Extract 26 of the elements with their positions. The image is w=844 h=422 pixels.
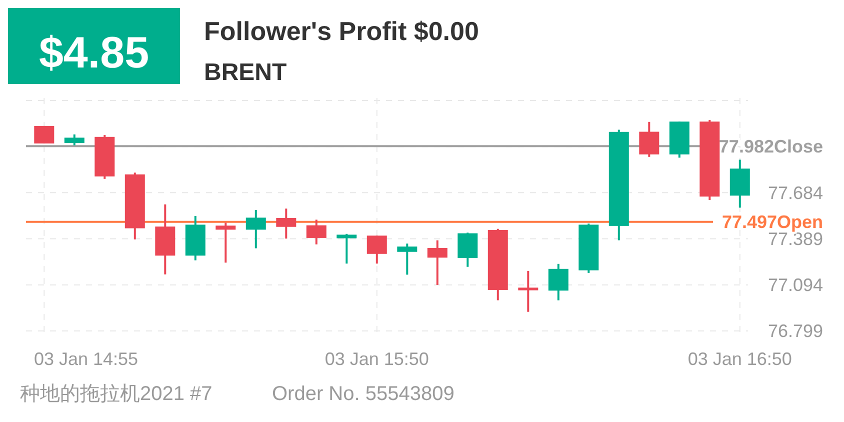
chart-title: Follower's Profit $0.00 (204, 16, 479, 46)
x-tick-label: 03 Jan 16:50 (688, 349, 792, 369)
candlestick (427, 239, 448, 286)
text: $4.85 (38, 28, 150, 78)
text: 种地的拖拉机2021 #7 (20, 383, 212, 405)
y-tick-label: 76.799 (768, 321, 823, 342)
candlestick (64, 133, 84, 146)
candlestick (216, 222, 236, 264)
ref-line-label: 77.497Open (722, 212, 823, 232)
y-tick-label: 77.094 (768, 275, 823, 296)
candlestick (336, 232, 357, 265)
chart-subtitle: BRENT (204, 59, 288, 86)
candlestick (518, 270, 538, 313)
ref-line-label: 77.982Close (718, 136, 823, 156)
candlestick (306, 218, 326, 246)
candlestick (34, 124, 54, 144)
text: Order No. 55543809 (272, 383, 454, 405)
candlestick (639, 120, 660, 158)
candlestick (548, 262, 568, 302)
y-tick-label: 77.684 (768, 182, 823, 203)
candlestick (366, 234, 387, 265)
x-tick-label: 03 Jan 15:50 (324, 349, 429, 369)
candlestick (276, 208, 296, 240)
x-tick-label: 03 Jan 14:55 (34, 349, 138, 369)
candlestick (246, 209, 266, 250)
candlestick (397, 242, 418, 276)
